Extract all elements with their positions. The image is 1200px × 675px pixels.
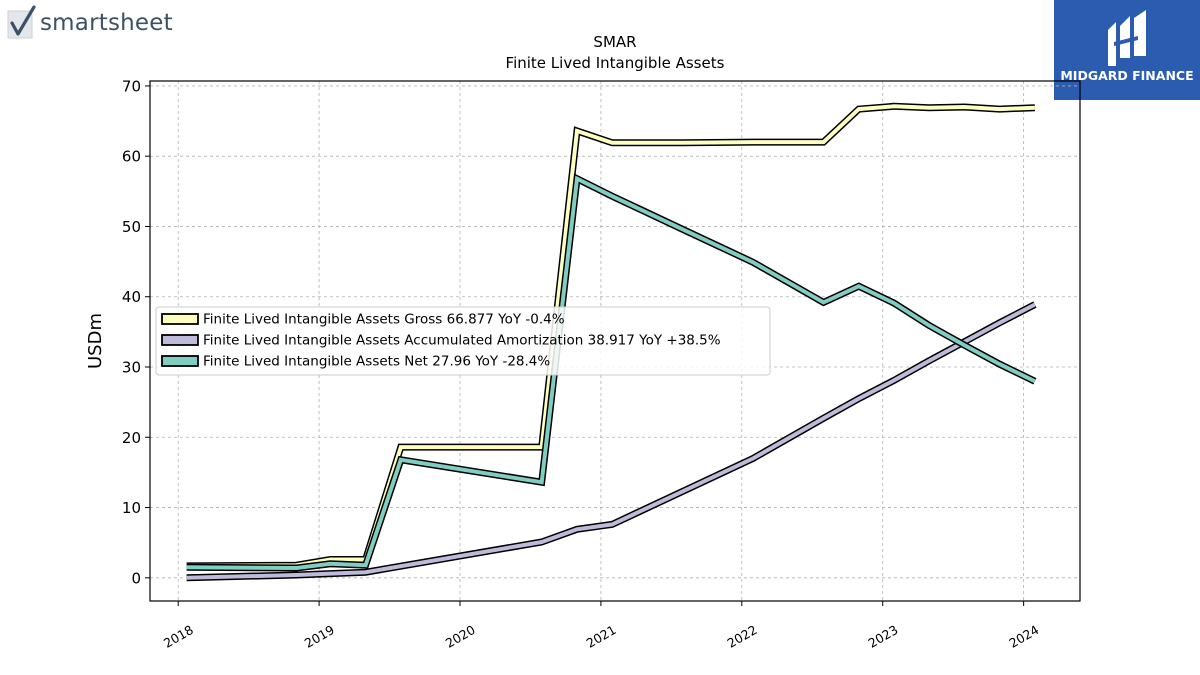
y-tick-label: 50 [122,218,141,236]
legend-label: Finite Lived Intangible Assets Accumulat… [203,333,721,349]
series-finite-lived-intangible-assets-net [186,173,1037,572]
x-tick-label: 2018 [161,622,196,651]
x-tick-label: 2019 [302,622,337,651]
legend-item: Finite Lived Intangible Assets Accumulat… [161,333,721,349]
y-axis-label: USDm [85,313,106,369]
legend-item: Finite Lived Intangible Assets Gross 66.… [161,312,565,328]
midgard-finance-logo: MIDGARD FINANCE [1054,0,1200,100]
checkmark-icon [7,5,36,39]
y-tick-label: 70 [122,77,141,95]
y-tick-label: 0 [131,569,141,587]
series-finite-lived-intangible-assets-gross [186,102,1036,570]
x-tick-label: 2022 [725,622,760,651]
legend-item: Finite Lived Intangible Assets Net 27.96… [161,354,550,370]
x-tick-label: 2023 [865,622,900,651]
x-tick-label: 2020 [443,622,478,651]
series-layer [186,102,1037,582]
legend-swatch [161,313,199,325]
series-finite-lived-intangible-assets-accumulated-amortization [186,301,1037,582]
y-tick-label: 30 [122,359,141,377]
legend-label: Finite Lived Intangible Assets Gross 66.… [203,312,565,328]
y-tick-label: 10 [122,499,141,517]
midgard-finance-text: MIDGARD FINANCE [1060,68,1194,83]
legend-label: Finite Lived Intangible Assets Net 27.96… [203,354,550,370]
smartsheet-logo: smartsheet [6,4,173,42]
x-tick-label: 2024 [1006,622,1041,651]
legend-swatch [161,355,199,367]
legend-swatch [161,334,199,346]
series-line [186,104,1035,568]
series-line [186,175,1036,571]
x-tick-label: 2021 [584,622,619,651]
y-tick-label: 60 [122,148,141,166]
chart-title: SMAR [593,33,636,51]
y-tick-label: 40 [122,288,141,306]
smartsheet-logo-text: smartsheet [40,10,173,36]
series-line [186,302,1036,580]
plot-frame [149,80,1081,602]
legend-box [155,306,771,376]
chart-subtitle: Finite Lived Intangible Assets [506,54,725,72]
y-tick-label: 20 [122,429,141,447]
legend: Finite Lived Intangible Assets Gross 66.… [155,306,771,376]
midgard-monogram-icon [1108,10,1146,66]
